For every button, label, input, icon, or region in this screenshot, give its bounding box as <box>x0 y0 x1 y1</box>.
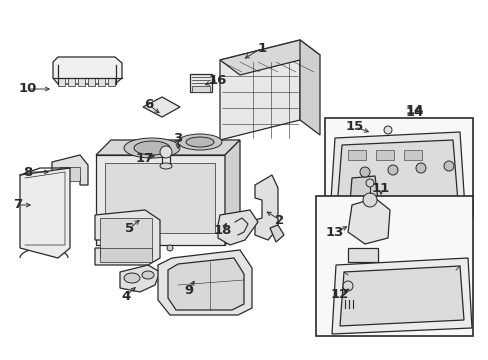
Polygon shape <box>329 132 464 215</box>
Polygon shape <box>96 140 240 155</box>
Polygon shape <box>68 78 75 86</box>
Text: 14: 14 <box>405 104 423 117</box>
Text: 11: 11 <box>371 181 389 194</box>
Bar <box>375 150 393 160</box>
Circle shape <box>415 163 425 173</box>
Circle shape <box>167 245 173 251</box>
Circle shape <box>160 146 172 158</box>
Polygon shape <box>254 175 278 240</box>
Circle shape <box>359 167 369 177</box>
Polygon shape <box>339 266 463 326</box>
Text: 13: 13 <box>325 226 344 239</box>
Bar <box>347 150 365 160</box>
Polygon shape <box>269 225 284 242</box>
Bar <box>403 150 421 160</box>
Text: 9: 9 <box>184 284 193 297</box>
Polygon shape <box>299 40 319 135</box>
Ellipse shape <box>185 137 214 147</box>
Polygon shape <box>96 155 224 245</box>
Polygon shape <box>20 168 70 258</box>
Text: 10: 10 <box>19 82 37 95</box>
Polygon shape <box>53 57 122 84</box>
Ellipse shape <box>142 271 154 279</box>
Polygon shape <box>158 250 251 315</box>
Polygon shape <box>336 140 457 208</box>
Text: 3: 3 <box>173 131 182 144</box>
Text: 12: 12 <box>330 288 348 302</box>
Text: 6: 6 <box>144 99 153 112</box>
Text: 17: 17 <box>136 152 154 165</box>
Polygon shape <box>52 155 88 188</box>
Polygon shape <box>168 258 244 310</box>
Text: 8: 8 <box>23 166 33 179</box>
Polygon shape <box>220 40 299 140</box>
Bar <box>100 218 152 256</box>
Bar <box>341 280 359 300</box>
Polygon shape <box>95 210 160 265</box>
Ellipse shape <box>160 163 172 169</box>
Ellipse shape <box>124 138 180 158</box>
Circle shape <box>342 281 352 291</box>
Text: 14: 14 <box>405 105 423 118</box>
Bar <box>315 196 472 336</box>
Circle shape <box>383 126 391 134</box>
Polygon shape <box>58 78 65 86</box>
Bar <box>162 152 170 166</box>
Polygon shape <box>331 258 471 334</box>
Polygon shape <box>347 198 389 244</box>
Bar <box>105 163 215 233</box>
Bar <box>192 86 209 92</box>
Text: 4: 4 <box>121 289 130 302</box>
Bar <box>60 167 80 181</box>
Bar <box>325 118 472 218</box>
Ellipse shape <box>178 134 222 150</box>
Bar <box>190 74 212 92</box>
Text: 5: 5 <box>125 221 134 234</box>
Text: 7: 7 <box>13 198 22 211</box>
Polygon shape <box>218 210 258 245</box>
Polygon shape <box>220 40 319 75</box>
Polygon shape <box>98 78 105 86</box>
Text: 15: 15 <box>345 121 364 134</box>
Circle shape <box>362 193 376 207</box>
Bar <box>100 248 152 262</box>
Text: 18: 18 <box>213 224 232 237</box>
Circle shape <box>387 165 397 175</box>
Polygon shape <box>224 140 240 245</box>
Polygon shape <box>120 265 160 292</box>
Text: 1: 1 <box>257 41 266 54</box>
Polygon shape <box>142 97 180 117</box>
Ellipse shape <box>134 141 170 155</box>
Circle shape <box>443 161 453 171</box>
Text: 16: 16 <box>208 73 227 86</box>
Ellipse shape <box>124 273 140 283</box>
Circle shape <box>365 179 373 187</box>
Polygon shape <box>349 176 377 202</box>
Text: 2: 2 <box>275 213 284 226</box>
Bar <box>347 248 377 262</box>
Polygon shape <box>88 78 95 86</box>
Polygon shape <box>108 78 115 86</box>
Polygon shape <box>78 78 85 86</box>
